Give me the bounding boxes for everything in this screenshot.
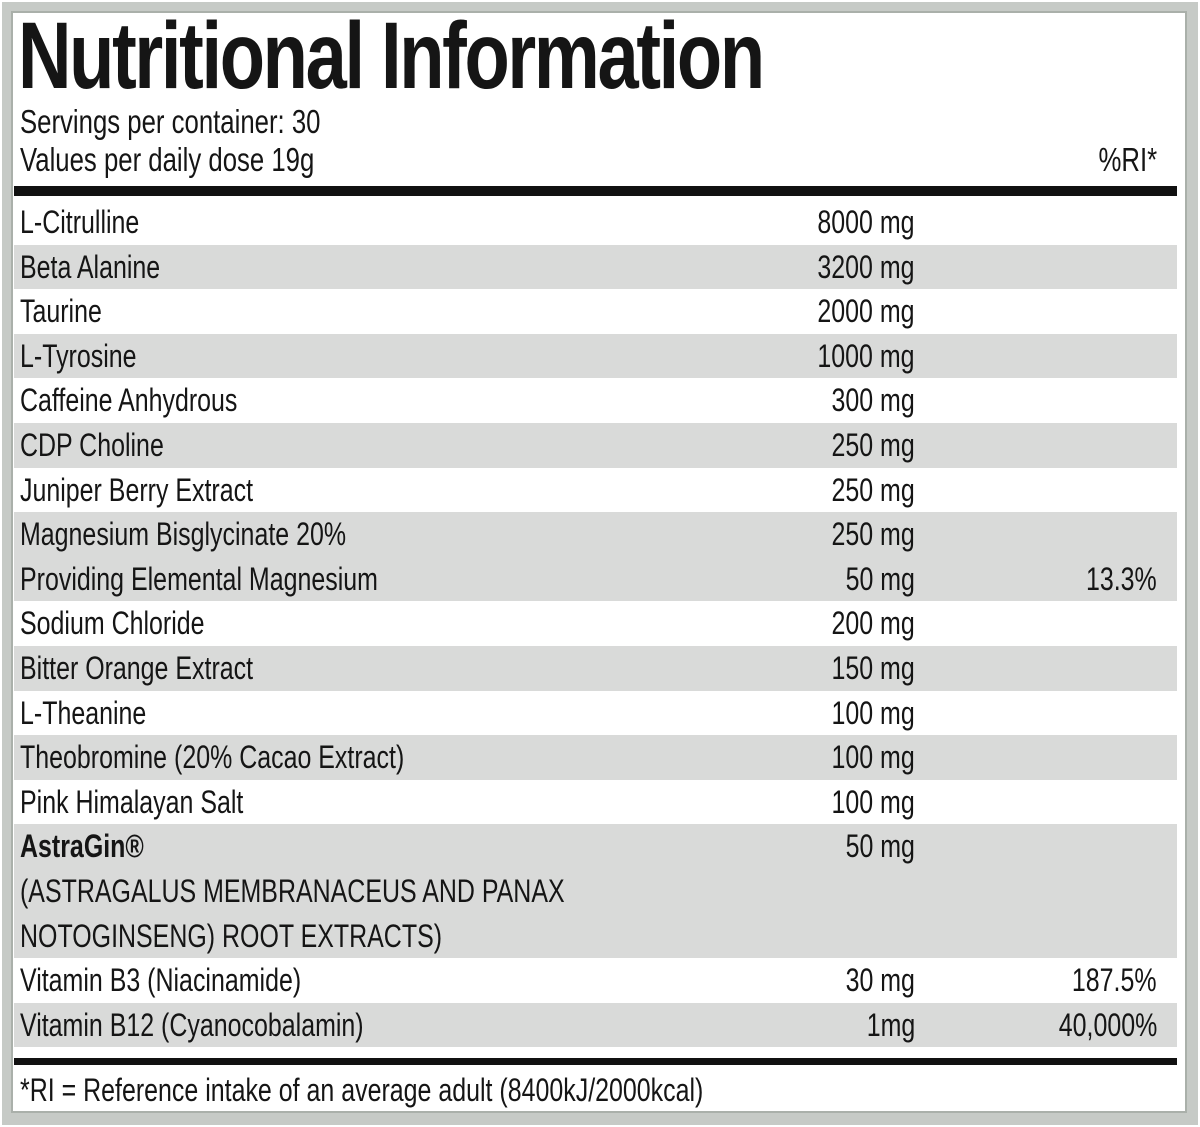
ingredient-multiline-block: AstraGin® 50 mg (ASTRAGALUS MEMBRANACEUS A… (14, 824, 1177, 959)
ingredient-name: Pink Himalayan Salt (20, 783, 244, 820)
ingredient-amount: 3200 mg (817, 248, 915, 285)
table-row: Taurine 2000 mg (14, 289, 1177, 334)
ingredient-name: Caffeine Anhydrous (20, 382, 238, 419)
ingredient-amount: 100 mg (831, 783, 915, 820)
ingredient-name: L-Theanine (20, 694, 147, 731)
ingredient-amount: 100 mg (831, 739, 915, 776)
ingredient-amount: 2000 mg (817, 293, 915, 330)
table-row: Providing Elemental Magnesium 50 mg 13.3% (14, 556, 1177, 602)
ingredient-amount: 50 mg (845, 560, 915, 597)
ingredient-name: Beta Alanine (20, 248, 161, 285)
table-row: Magnesium Bisglycinate 20% 250 mg (14, 512, 1177, 557)
table-row: Juniper Berry Extract 250 mg (14, 468, 1177, 513)
ingredient-name: Providing Elemental Magnesium (20, 560, 378, 597)
ingredient-amount: 1mg (866, 1006, 915, 1043)
reference-intake-footnote: *RI = Reference intake of an average adu… (20, 1072, 704, 1108)
table-row: Pink Himalayan Salt 100 mg (14, 780, 1177, 825)
ingredient-amount: 250 mg (831, 516, 915, 553)
table-row: Vitamin B3 (Niacinamide) 30 mg 187.5% (14, 958, 1177, 1003)
ingredient-amount: 150 mg (831, 649, 915, 686)
page-title: Nutritional Information (18, 3, 973, 109)
page-title-text: Nutritional Information (18, 3, 765, 109)
ingredient-name: NOTOGINSENG) ROOT EXTRACTS) (20, 917, 443, 954)
ingredient-name: Vitamin B12 (Cyanocobalamin) (20, 1006, 364, 1043)
ingredient-name: Sodium Chloride (20, 605, 205, 642)
ingredient-table: L-Citrulline 8000 mg Beta Alanine 3200 mg Ta… (14, 200, 1177, 1048)
ingredient-amount: 50 mg (845, 828, 915, 865)
footer-divider-rule (14, 1058, 1177, 1065)
ingredient-ri-percent: 187.5% (1072, 962, 1157, 999)
header-divider-rule (14, 186, 1177, 196)
ingredient-amount: 250 mg (831, 471, 915, 508)
ingredient-name: L-Citrulline (20, 204, 140, 240)
ingredient-name: Theobromine (20% Cacao Extract) (20, 739, 405, 776)
ri-column-header: %RI* (1098, 141, 1157, 178)
ingredient-name: AstraGin® (20, 828, 144, 865)
table-row: Beta Alanine 3200 mg (14, 244, 1177, 290)
ingredient-amount: 30 mg (845, 962, 915, 999)
table-row: Theobromine (20% Cacao Extract) 100 mg (14, 735, 1177, 780)
table-row: Sodium Chloride 200 mg (14, 601, 1177, 646)
ingredient-name: Taurine (20, 293, 102, 330)
values-per-dose-line: Values per daily dose 19g (20, 141, 315, 178)
table-row-subline: NOTOGINSENG) ROOT EXTRACTS) (14, 914, 1177, 959)
ingredient-name: Bitter Orange Extract (20, 649, 254, 686)
ingredient-ri-percent: 13.3% (1086, 560, 1157, 597)
ingredient-amount: 8000 mg (817, 204, 915, 240)
table-row: AstraGin® 50 mg (14, 824, 1177, 869)
ingredient-amount: 200 mg (831, 605, 915, 642)
ingredient-ri-percent: 40,000% (1058, 1006, 1157, 1043)
ingredient-name: Juniper Berry Extract (20, 471, 254, 508)
servings-per-container-line: Servings per container: 30 (20, 103, 321, 140)
ingredient-amount: 300 mg (831, 382, 915, 419)
table-row: L-Citrulline 8000 mg (14, 200, 1177, 245)
table-row: Bitter Orange Extract 150 mg (14, 645, 1177, 691)
table-row: CDP Choline 250 mg (14, 422, 1177, 468)
table-row: L-Tyrosine 1000 mg (14, 333, 1177, 379)
table-row-subline: (ASTRAGALUS MEMBRANACEUS AND PANAX (14, 869, 1177, 914)
table-row: Vitamin B12 (Cyanocobalamin) 1mg 40,000% (14, 1002, 1177, 1048)
ingredient-amount: 100 mg (831, 694, 915, 731)
ingredient-name: L-Tyrosine (20, 337, 137, 374)
ingredient-name: Magnesium Bisglycinate 20% (20, 516, 347, 553)
table-row: Caffeine Anhydrous 300 mg (14, 378, 1177, 423)
ingredient-name: Vitamin B3 (Niacinamide) (20, 962, 302, 999)
ingredient-amount: 250 mg (831, 426, 915, 463)
ingredient-amount: 1000 mg (817, 337, 915, 374)
ingredient-name: CDP Choline (20, 426, 164, 463)
table-row: L-Theanine 100 mg (14, 691, 1177, 736)
ingredient-name: (ASTRAGALUS MEMBRANACEUS AND PANAX (20, 872, 565, 909)
